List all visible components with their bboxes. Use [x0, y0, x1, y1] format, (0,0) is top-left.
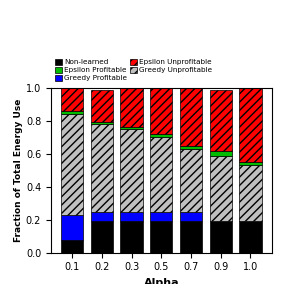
Bar — [121, 222, 143, 253]
X-axis label: Alpha: Alpha — [143, 278, 179, 284]
Bar — [91, 90, 113, 122]
Bar — [91, 124, 113, 212]
Bar — [61, 88, 83, 111]
Bar — [180, 149, 202, 212]
Bar — [180, 212, 202, 222]
Bar — [61, 111, 83, 114]
Bar — [239, 166, 262, 222]
Bar — [210, 156, 232, 222]
Bar — [150, 134, 172, 137]
Legend: Non-learned, Epsilon Profitable, Greedy Profitable, Epsilon Unprofitable, Greedy: Non-learned, Epsilon Profitable, Greedy … — [55, 59, 212, 81]
Bar — [61, 215, 83, 240]
Bar — [180, 222, 202, 253]
Bar — [180, 88, 202, 146]
Bar — [150, 137, 172, 212]
Bar — [239, 88, 262, 162]
Bar — [121, 88, 143, 127]
Bar — [150, 88, 172, 134]
Bar — [91, 222, 113, 253]
Bar — [239, 222, 262, 253]
Bar — [210, 90, 232, 151]
Bar — [91, 212, 113, 222]
Bar — [121, 127, 143, 129]
Y-axis label: Fraction of Total Energy Use: Fraction of Total Energy Use — [14, 99, 23, 242]
Bar — [210, 151, 232, 156]
Bar — [91, 122, 113, 124]
Bar — [150, 212, 172, 222]
Bar — [210, 222, 232, 253]
Bar — [180, 146, 202, 149]
Bar — [61, 240, 83, 253]
Bar — [239, 162, 262, 166]
Bar — [121, 212, 143, 222]
Bar — [61, 114, 83, 215]
Bar — [121, 129, 143, 212]
Bar — [150, 222, 172, 253]
